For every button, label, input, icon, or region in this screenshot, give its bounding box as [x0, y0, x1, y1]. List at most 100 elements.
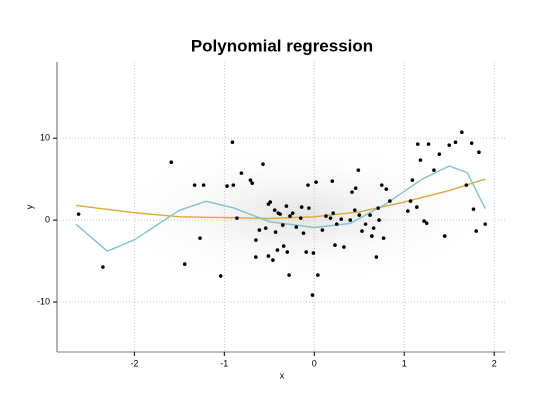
data-point [348, 218, 353, 222]
data-point [370, 234, 374, 238]
data-point [415, 142, 420, 146]
data-point [271, 258, 275, 262]
data-point [415, 205, 419, 209]
data-point [272, 208, 277, 212]
data-point [324, 214, 328, 218]
data-point [201, 183, 206, 187]
data-point [306, 183, 310, 187]
x-tick-label: 0 [312, 358, 317, 368]
data-point [273, 230, 278, 234]
chart-title: Polynomial regression [191, 36, 373, 55]
data-point [334, 222, 339, 226]
data-point [310, 293, 315, 297]
data-point [76, 212, 81, 216]
data-point [384, 187, 389, 191]
data-point [408, 199, 413, 203]
x-tick-label: 1 [402, 358, 407, 368]
data-point [230, 140, 235, 145]
data-point [182, 262, 187, 266]
data-point [254, 238, 258, 242]
data-point [311, 251, 316, 255]
data-point [377, 218, 381, 222]
data-point [474, 229, 479, 233]
data-point [239, 171, 244, 175]
data-point [442, 234, 447, 238]
data-point [360, 229, 364, 233]
data-point [298, 216, 303, 220]
data-point [261, 162, 265, 166]
data-point [447, 143, 452, 147]
data-point [331, 211, 335, 215]
data-point [198, 236, 202, 240]
data-point [307, 206, 311, 210]
data-point [299, 205, 304, 209]
data-point [453, 140, 458, 145]
data-point [316, 273, 320, 277]
data-point [263, 226, 268, 230]
data-point [278, 212, 282, 216]
data-point [477, 150, 481, 154]
data-point [287, 273, 291, 277]
data-point [342, 245, 346, 249]
data-point [248, 178, 253, 182]
data-point [460, 130, 464, 135]
data-point [363, 222, 368, 226]
fit-curve [75, 178, 486, 220]
data-point [388, 199, 392, 203]
data-point [376, 206, 380, 210]
x-tick-label: -1 [220, 358, 228, 368]
data-point [464, 183, 469, 187]
data-point [356, 168, 361, 172]
data-point [320, 228, 325, 232]
data-point [101, 265, 105, 269]
data-point [169, 160, 174, 164]
data-point [353, 186, 358, 190]
data-point [192, 183, 197, 187]
data-point [218, 274, 223, 278]
data-point [381, 236, 386, 240]
data-point [418, 158, 423, 162]
data-point [422, 219, 426, 223]
data-point [352, 208, 357, 212]
data-point [275, 248, 280, 252]
data-point [314, 180, 318, 184]
data-point [290, 211, 295, 215]
y-tick-label: 10 [40, 133, 50, 143]
data-point [371, 226, 376, 230]
data-point [469, 141, 474, 145]
data-point [333, 243, 337, 247]
data-point [330, 179, 335, 183]
data-point [231, 183, 236, 187]
data-point [426, 142, 431, 146]
data-point [350, 190, 354, 194]
data-point [328, 216, 333, 220]
background-cloud [100, 140, 500, 290]
x-tick-label: -2 [130, 358, 138, 368]
y-tick-label: -10 [37, 296, 50, 306]
data-point [410, 178, 415, 182]
data-point [285, 250, 290, 254]
data-point [250, 181, 255, 185]
data-point [483, 222, 488, 226]
y-tick-label: 0 [45, 214, 50, 224]
data-point [432, 168, 436, 172]
data-point [284, 204, 289, 208]
data-point [379, 183, 384, 187]
data-point [406, 209, 410, 213]
data-point [225, 184, 229, 188]
x-tick-label: 2 [492, 358, 497, 368]
data-point [288, 214, 292, 218]
data-point [280, 223, 285, 227]
data-point [424, 221, 429, 225]
data-point [471, 207, 476, 211]
data-point [339, 217, 344, 221]
data-point [304, 250, 308, 254]
data-point [257, 228, 262, 232]
data-point [368, 213, 372, 217]
data-point [294, 225, 299, 229]
fit-curve [75, 165, 486, 252]
data-point [357, 213, 362, 217]
data-point [437, 152, 442, 156]
data-point [281, 244, 286, 248]
